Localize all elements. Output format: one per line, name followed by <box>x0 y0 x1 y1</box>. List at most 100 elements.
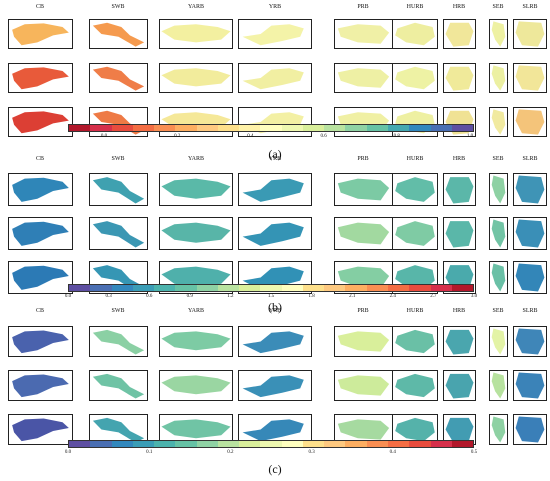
map-imerg-hurb <box>392 63 438 93</box>
map-cmorph-slrb <box>513 173 547 206</box>
column-title-prb: PRB <box>357 156 369 162</box>
column-title-hrb: HRB <box>452 308 466 314</box>
colorbar-segment <box>69 125 91 131</box>
colorbar-segment <box>302 441 325 447</box>
basin-fill <box>92 329 144 355</box>
map-imerg-hurb <box>392 370 438 401</box>
basin-fill <box>395 417 435 442</box>
map-cmorph-seb <box>488 173 508 206</box>
basin-fill <box>92 22 144 47</box>
map-gsmap-swb <box>88 107 148 137</box>
basin-shape <box>92 373 144 399</box>
colorbar-3 <box>68 440 474 448</box>
map-imerg-yarb <box>159 370 233 401</box>
basin-shape <box>11 374 69 398</box>
basin-shape <box>242 68 304 90</box>
basin-fill <box>92 177 144 204</box>
colorbar-tick-label: 0.0 <box>64 450 72 455</box>
colorbar-segment <box>217 285 240 291</box>
colorbar-segment <box>302 285 325 291</box>
map-imerg-yrb <box>238 217 312 250</box>
basin-shape <box>92 66 144 91</box>
basin-shape <box>395 22 435 46</box>
map-imerg-cb <box>7 217 73 250</box>
basin-shape <box>92 177 144 204</box>
basin-shape <box>445 373 473 399</box>
colorbar-segment <box>132 285 155 291</box>
map-cmorph-hurb <box>392 326 438 357</box>
map-imerg-hurb <box>392 217 438 250</box>
basin-shape <box>337 375 389 396</box>
basin-fill <box>515 416 545 443</box>
colorbar-tick-label: 1.0 <box>466 134 474 139</box>
map-gsmap-prb <box>333 107 393 137</box>
basin-fill <box>92 373 144 399</box>
basin-shape <box>337 68 389 88</box>
column-title-prb: PRB <box>357 4 369 10</box>
colorbar-tick-label: 0.3 <box>308 450 315 455</box>
basin-shape <box>395 417 435 442</box>
basin-fill <box>491 21 505 47</box>
colorbar-tick-label: 0.4 <box>389 450 396 455</box>
column-title-yarb: YARB <box>187 4 205 10</box>
column-title-slrb: SLRB <box>522 308 538 314</box>
map-cmorph-swb <box>88 19 148 49</box>
colorbar-segment <box>302 125 325 131</box>
column-title-yrb: YRB <box>268 308 282 314</box>
map-gsmap-yrb <box>238 107 312 137</box>
basin-shape <box>92 22 144 47</box>
map-gsmap-cb <box>7 414 73 445</box>
basin-shape <box>515 219 545 248</box>
colorbar-tick-label: 2.4 <box>389 294 396 299</box>
basin-fill <box>445 373 473 399</box>
map-cmorph-seb <box>488 19 508 49</box>
basin-fill <box>445 417 473 443</box>
basin-shape <box>161 419 231 439</box>
map-cmorph-prb <box>333 326 393 357</box>
map-gsmap-slrb <box>513 414 547 445</box>
map-gsmap-hurb <box>392 107 438 137</box>
basin-shape <box>445 221 473 248</box>
colorbar-segment <box>154 441 176 447</box>
basin-shape <box>242 24 304 46</box>
basin-fill <box>11 111 69 134</box>
basin-shape <box>11 221 69 246</box>
map-gsmap-prb <box>333 414 393 445</box>
colorbar-segment <box>196 285 218 291</box>
colorbar-segment <box>366 441 388 447</box>
colorbar-tick-label: 0.5 <box>470 450 478 455</box>
basin-fill <box>515 372 545 399</box>
basin-fill <box>161 24 231 43</box>
basin-shape <box>337 331 389 352</box>
map-gsmap-seb <box>488 414 508 445</box>
basin-shape <box>395 66 435 90</box>
basin-fill <box>92 417 144 443</box>
map-imerg-prb <box>333 63 393 93</box>
colorbar-segment <box>345 125 367 131</box>
column-title-swb: SWB <box>111 156 125 162</box>
basin-fill <box>11 221 69 246</box>
basin-fill <box>242 375 304 398</box>
basin-shape <box>515 109 545 135</box>
basin-shape <box>491 219 505 248</box>
colorbar-2 <box>68 284 474 292</box>
basin-fill <box>161 331 231 351</box>
basin-shape <box>11 23 69 46</box>
map-imerg-hrb <box>442 217 476 250</box>
basin-fill <box>395 66 435 90</box>
basin-shape <box>337 222 389 245</box>
column-title-yrb: YRB <box>268 156 282 162</box>
basin-shape <box>445 66 473 91</box>
colorbar-segment <box>387 125 410 131</box>
map-imerg-yrb <box>238 63 312 93</box>
column-title-yarb: YARB <box>187 156 205 162</box>
basin-shape <box>161 375 231 395</box>
colorbar-tick-label: 0.6 <box>320 134 327 139</box>
basin-fill <box>337 266 389 289</box>
colorbar-1 <box>68 124 474 132</box>
colorbar-segment <box>281 285 303 291</box>
basin-fill <box>92 66 144 91</box>
map-cmorph-yrb <box>238 326 312 357</box>
basin-shape <box>11 67 69 90</box>
